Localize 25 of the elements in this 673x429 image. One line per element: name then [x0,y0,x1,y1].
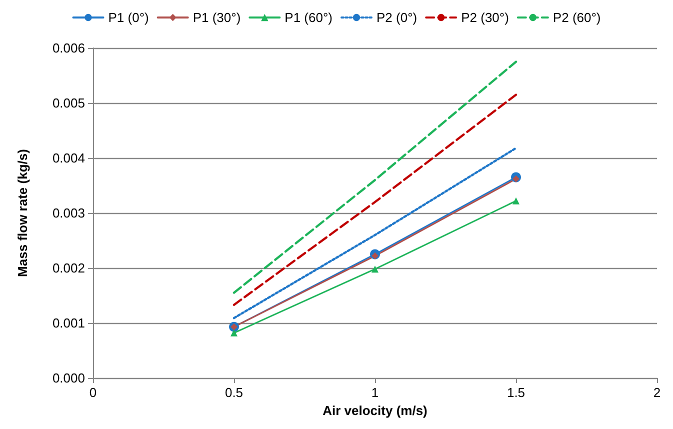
legend-label: P1 (30°) [192,10,241,25]
point [512,197,520,204]
point [372,266,378,273]
point [230,329,238,336]
y-tick-label: 0.005 [52,96,85,110]
legend-label: P1 (60°) [284,10,333,25]
point [512,175,520,182]
x-tick-label: 2 [653,385,661,400]
point [372,252,378,260]
x-tick-label: 1.5 [506,385,526,400]
y-tick-label: 0.006 [52,40,85,56]
x-axis-title: Air velocity (m/s) [322,403,428,418]
x-tick-label: 0.5 [224,385,244,400]
legend-label: P2 (30°) [461,10,509,25]
y-tick-label: 0.004 [52,150,85,166]
y-tick-label: 0.002 [52,260,85,276]
legend-label: P1 (0°) [108,10,149,25]
legend-label: P2 (0°) [376,10,418,25]
y-tick-label: 0.003 [52,206,85,220]
x-tick-label: 1 [371,385,379,400]
y-tick-label: 0.000 [52,370,85,386]
legend-label: P2 (60°) [552,10,601,25]
y-tick-label: 0.001 [52,316,85,330]
y-axis-title: Mass flow rate (kg/s) [15,149,30,277]
x-tick-label: 0 [89,385,97,400]
